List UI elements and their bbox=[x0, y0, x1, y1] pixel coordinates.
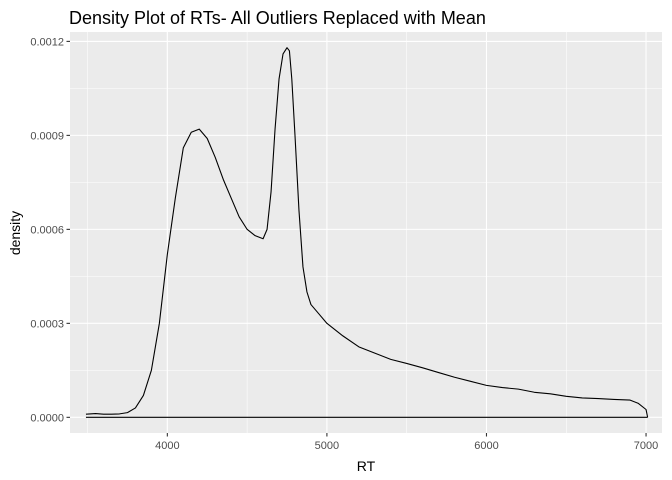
y-tick-label: 0.0009 bbox=[30, 130, 64, 142]
y-tick-label: 0.0003 bbox=[30, 318, 64, 330]
x-axis: 4000 5000 6000 7000 bbox=[155, 433, 658, 452]
x-axis-title: RT bbox=[357, 458, 376, 474]
minor-gridlines bbox=[70, 32, 662, 433]
y-tick-label: 0.0000 bbox=[30, 412, 64, 424]
chart-title: Density Plot of RTs- All Outliers Replac… bbox=[69, 8, 486, 28]
major-gridlines bbox=[70, 32, 662, 433]
x-tick-label: 4000 bbox=[155, 440, 179, 452]
series-layer bbox=[85, 47, 649, 418]
y-tick-label: 0.0006 bbox=[30, 224, 64, 236]
plot-panel bbox=[70, 32, 662, 433]
x-tick-label: 6000 bbox=[474, 440, 498, 452]
y-axis-title: density bbox=[7, 211, 23, 255]
y-tick-label: 0.0012 bbox=[30, 36, 64, 48]
x-tick-label: 7000 bbox=[634, 440, 658, 452]
y-axis: 0.0000 0.0003 0.0006 0.0009 0.0012 bbox=[30, 36, 70, 424]
density-line bbox=[85, 47, 649, 418]
x-tick-label: 5000 bbox=[315, 440, 339, 452]
